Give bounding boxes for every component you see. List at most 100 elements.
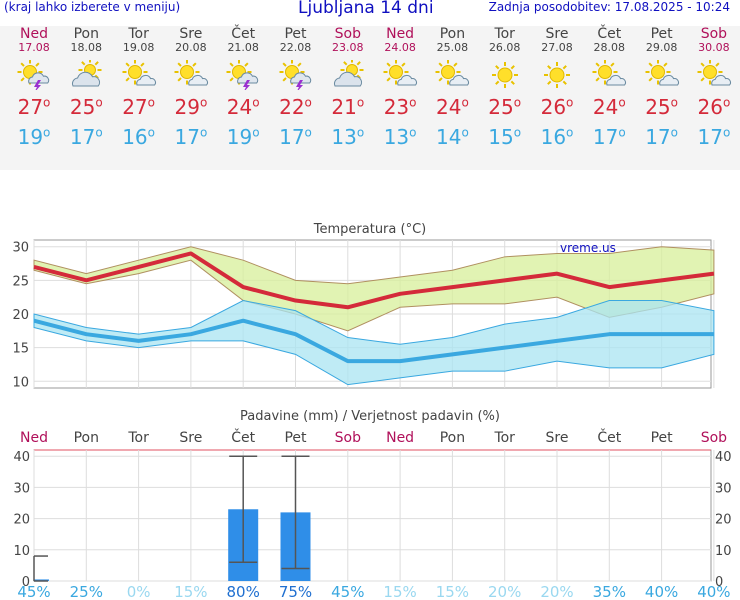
- day-date: 30.08: [698, 41, 730, 54]
- precip-probability: 25%: [70, 583, 103, 600]
- precip-day-label: Tor: [127, 430, 149, 446]
- temp-min: 16o: [122, 125, 155, 149]
- temp-min: 17o: [592, 125, 626, 149]
- precip-day-label: Sob: [701, 430, 727, 446]
- temp-min: 17o: [645, 125, 678, 149]
- day-name: Sre: [179, 26, 203, 42]
- day-column: Sre 27.08 26o 16o: [531, 26, 583, 148]
- day-name: Pon: [73, 26, 99, 42]
- day-name: Ned: [20, 26, 48, 42]
- day-date: 26.08: [488, 41, 521, 54]
- precip-bar: [34, 579, 49, 581]
- day-column: Ned 17.08 27o 19o: [8, 26, 60, 148]
- temp-max: 27o: [122, 95, 155, 119]
- temp-max: 24o: [435, 95, 469, 119]
- temp-ytick-label: 10: [12, 375, 29, 390]
- precip-ytick-right: 0: [715, 575, 723, 590]
- menu-hint: (kraj lahko izberete v meniju): [4, 0, 181, 14]
- temp-max: 24o: [226, 95, 260, 119]
- day-name: Sob: [334, 26, 361, 42]
- day-column: Sob 30.08 26o 17o: [688, 26, 740, 148]
- day-date: 21.08: [227, 41, 259, 54]
- day-date: 18.08: [70, 41, 103, 54]
- precip-ytick-left: 20: [13, 513, 30, 528]
- day-name: Pet: [650, 26, 673, 42]
- precipitation-chart: Padavine (mm) / Verjetnost padavin (%) Ne…: [13, 409, 732, 600]
- sun-small-cloud-icon: [645, 60, 679, 86]
- day-date: 20.08: [175, 41, 207, 54]
- last-update: Zadnja posodobitev: 17.08.2025 - 10:24: [488, 0, 730, 14]
- day-name: Čet: [231, 26, 256, 42]
- day-column: Sob 23.08 21o 13o: [322, 26, 374, 148]
- precip-day-label: Čet: [231, 428, 255, 446]
- day-name: Čet: [597, 26, 622, 42]
- sun-small-cloud-icon: [435, 60, 470, 86]
- precip-probability: 20%: [540, 583, 573, 600]
- precip-ytick-left: 30: [13, 481, 30, 496]
- day-column: Ned 24.08 23o 13o: [374, 26, 426, 148]
- day-column: Pon 25.08 24o 14o: [426, 26, 478, 148]
- temp-min: 17o: [697, 125, 731, 149]
- temp-min: 15o: [488, 125, 522, 149]
- temp-max: 23o: [383, 95, 417, 119]
- precip-ytick-right: 40: [715, 450, 732, 465]
- precip-ytick-right: 20: [715, 513, 732, 528]
- precip-ytick-left: 40: [13, 450, 30, 465]
- precip-day-label: Sre: [546, 430, 569, 446]
- day-date: 23.08: [332, 41, 364, 54]
- sun-icon: [491, 62, 518, 88]
- page-title: Ljubljana 14 dni: [298, 0, 434, 18]
- day-column: Čet 28.08 24o 17o: [583, 26, 635, 148]
- temperature-chart: Temperatura (°C) 10 15 20 25 30 vreme.us: [12, 222, 715, 390]
- day-name: Pet: [284, 26, 307, 42]
- partly-cloudy-icon: [333, 60, 364, 87]
- day-date: 29.08: [645, 41, 678, 54]
- day-column: Tor 26.08 25o 15o: [479, 26, 531, 148]
- day-name: Sob: [700, 26, 728, 42]
- day-name: Pon: [439, 26, 466, 42]
- day-column: Pet 29.08 25o 17o: [636, 26, 688, 148]
- precip-plot-area: [33, 449, 712, 582]
- precip-day-label: Ned: [20, 430, 48, 446]
- temp-max: 25o: [488, 95, 522, 119]
- temp-ytick-label: 25: [12, 274, 29, 289]
- sun-cloud-lightning-icon: [226, 60, 259, 90]
- temp-min: 19o: [226, 125, 260, 149]
- temp-max: 26o: [697, 95, 731, 119]
- temp-chart-title: Temperatura (°C): [313, 222, 426, 237]
- precip-probability: 80%: [227, 583, 260, 600]
- precip-day-label: Pon: [74, 430, 99, 446]
- precip-probability: 15%: [383, 583, 416, 600]
- day-date: 22.08: [279, 41, 312, 54]
- precip-probability: 35%: [593, 583, 626, 600]
- precip-probability: 0%: [127, 583, 151, 600]
- temp-min: 14o: [435, 125, 469, 149]
- temp-min: 16o: [540, 125, 574, 149]
- watermark: vreme.us: [560, 241, 616, 255]
- precip-ytick-left: 10: [13, 544, 30, 559]
- precip-ytick-left: 0: [22, 575, 30, 590]
- day-column: Tor 19.08 27o 16o: [113, 26, 165, 148]
- temp-ytick-label: 30: [12, 241, 29, 256]
- temp-min: 19o: [17, 125, 51, 149]
- temp-min: 17o: [279, 125, 312, 149]
- day-date: 27.08: [541, 41, 573, 54]
- temp-max: 25o: [645, 95, 678, 119]
- temp-min: 13o: [383, 125, 417, 149]
- precip-probability: 20%: [488, 583, 521, 600]
- sun-small-cloud-icon: [697, 60, 731, 86]
- day-date: 28.08: [593, 41, 626, 54]
- precip-day-label: Pet: [284, 430, 307, 446]
- precip-probability: 15%: [436, 583, 469, 600]
- day-column: Sre 20.08 29o 17o: [165, 26, 217, 148]
- day-column: Čet 21.08 24o 19o: [217, 26, 269, 148]
- forecast-strip: Ned 17.08 27o 19o Pon 18.08 25o 17o Tor 19.08 27o 1…: [0, 26, 740, 170]
- precip-ytick-right: 10: [715, 544, 732, 559]
- day-date: 25.08: [436, 41, 469, 54]
- day-name: Ned: [386, 26, 415, 42]
- precip-ytick-right: 30: [715, 481, 732, 496]
- sun-small-cloud-icon: [383, 60, 418, 86]
- precip-day-label: Pet: [651, 430, 674, 446]
- precip-day-label: Sob: [335, 430, 361, 446]
- temp-min: 17o: [174, 125, 208, 149]
